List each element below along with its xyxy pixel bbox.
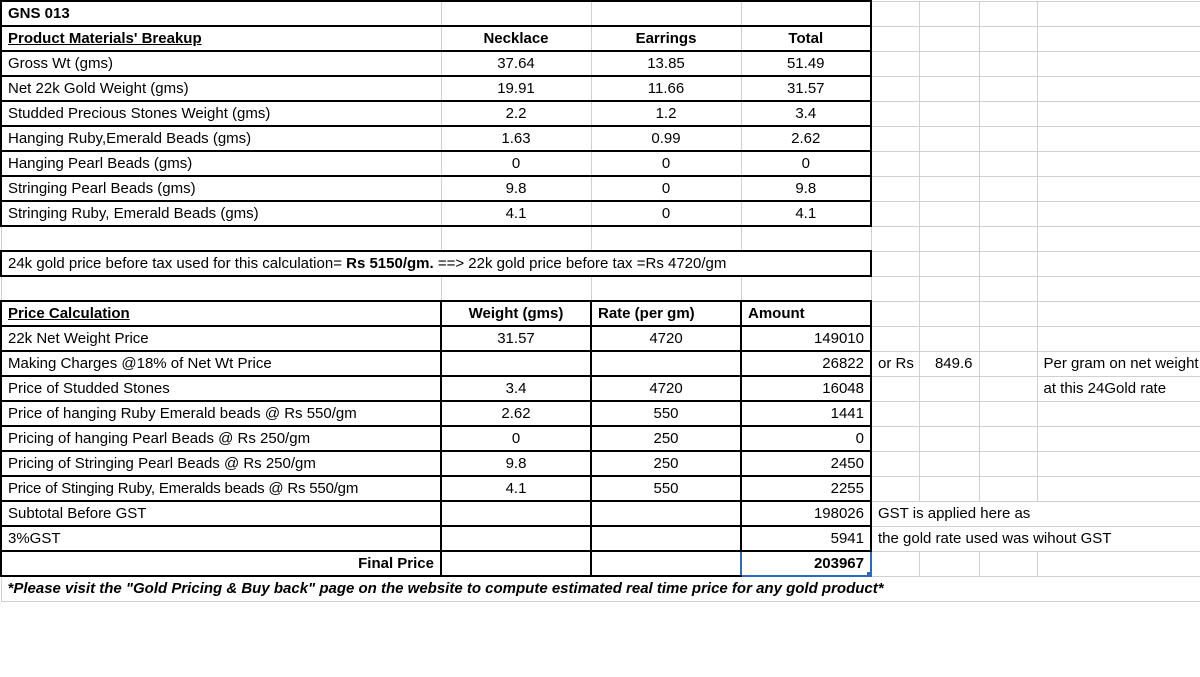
price-rate bbox=[591, 501, 741, 526]
mat-total: 4.1 bbox=[741, 201, 871, 226]
price-weight: 9.8 bbox=[441, 451, 591, 476]
mat-earrings: 0.99 bbox=[591, 126, 741, 151]
col-rate: Rate (per gm) bbox=[591, 301, 741, 326]
price-weight: 4.1 bbox=[441, 476, 591, 501]
mat-label: Hanging Ruby,Emerald Beads (gms) bbox=[1, 126, 441, 151]
price-rate: 4720 bbox=[591, 326, 741, 351]
price-amount: 5941 bbox=[741, 526, 871, 551]
mat-label: Stringing Ruby, Emerald Beads (gms) bbox=[1, 201, 441, 226]
mat-label: Net 22k Gold Weight (gms) bbox=[1, 76, 441, 101]
price-weight: 0 bbox=[441, 426, 591, 451]
price-label: Price of Studded Stones bbox=[1, 376, 441, 401]
price-amount: 149010 bbox=[741, 326, 871, 351]
mat-total: 9.8 bbox=[741, 176, 871, 201]
mat-earrings: 1.2 bbox=[591, 101, 741, 126]
price-rate: 550 bbox=[591, 476, 741, 501]
col-total: Total bbox=[741, 26, 871, 51]
price-rate bbox=[591, 526, 741, 551]
mat-total: 3.4 bbox=[741, 101, 871, 126]
price-weight: 2.62 bbox=[441, 401, 591, 426]
col-weight: Weight (gms) bbox=[441, 301, 591, 326]
mat-total: 51.49 bbox=[741, 51, 871, 76]
price-label: Price of Stinging Ruby, Emeralds beads @… bbox=[1, 476, 441, 501]
mat-label: Gross Wt (gms) bbox=[1, 51, 441, 76]
price-amount: 26822 bbox=[741, 351, 871, 376]
price-label: Price of hanging Ruby Emerald beads @ Rs… bbox=[1, 401, 441, 426]
mat-necklace: 37.64 bbox=[441, 51, 591, 76]
mat-label: Hanging Pearl Beads (gms) bbox=[1, 151, 441, 176]
mat-total: 31.57 bbox=[741, 76, 871, 101]
mat-label: Studded Precious Stones Weight (gms) bbox=[1, 101, 441, 126]
mat-necklace: 0 bbox=[441, 151, 591, 176]
final-price-amount[interactable]: 203967 bbox=[741, 551, 871, 576]
price-amount: 2450 bbox=[741, 451, 871, 476]
note-gst-1: GST is applied here as bbox=[871, 501, 1200, 526]
price-amount: 0 bbox=[741, 426, 871, 451]
price-weight bbox=[441, 526, 591, 551]
mat-earrings: 0 bbox=[591, 151, 741, 176]
mat-label: Stringing Pearl Beads (gms) bbox=[1, 176, 441, 201]
price-calc-heading: Price Calculation bbox=[1, 301, 441, 326]
price-rate: 4720 bbox=[591, 376, 741, 401]
mat-necklace: 9.8 bbox=[441, 176, 591, 201]
note-at-rate: at this 24Gold rate bbox=[1037, 376, 1200, 401]
note-per-gram: Per gram on net weight bbox=[1037, 351, 1200, 376]
price-label: Pricing of Stringing Pearl Beads @ Rs 25… bbox=[1, 451, 441, 476]
price-weight bbox=[441, 501, 591, 526]
page-title: GNS 013 bbox=[1, 1, 441, 26]
gold-note-suffix: ==> 22k gold price before tax =Rs 4720/g… bbox=[434, 255, 727, 272]
col-amount: Amount bbox=[741, 301, 871, 326]
price-rate: 550 bbox=[591, 401, 741, 426]
mat-total: 0 bbox=[741, 151, 871, 176]
price-amount: 16048 bbox=[741, 376, 871, 401]
price-amount: 198026 bbox=[741, 501, 871, 526]
price-rate bbox=[591, 351, 741, 376]
price-label: Making Charges @18% of Net Wt Price bbox=[1, 351, 441, 376]
mat-earrings: 11.66 bbox=[591, 76, 741, 101]
footer-note: *Please visit the "Gold Pricing & Buy ba… bbox=[1, 576, 1200, 601]
price-label: Subtotal Before GST bbox=[1, 501, 441, 526]
price-weight bbox=[441, 351, 591, 376]
price-amount: 2255 bbox=[741, 476, 871, 501]
mat-total: 2.62 bbox=[741, 126, 871, 151]
note-rate-val: 849.6 bbox=[919, 351, 979, 376]
price-label: 3%GST bbox=[1, 526, 441, 551]
mat-necklace: 2.2 bbox=[441, 101, 591, 126]
col-earrings: Earrings bbox=[591, 26, 741, 51]
note-gst-2: the gold rate used was wihout GST bbox=[871, 526, 1200, 551]
mat-necklace: 4.1 bbox=[441, 201, 591, 226]
price-label: Pricing of hanging Pearl Beads @ Rs 250/… bbox=[1, 426, 441, 451]
mat-earrings: 13.85 bbox=[591, 51, 741, 76]
gold-note-prefix: 24k gold price before tax used for this … bbox=[8, 255, 346, 272]
gold-note-24k: Rs 5150/gm. bbox=[346, 255, 434, 272]
price-rate: 250 bbox=[591, 426, 741, 451]
price-weight: 31.57 bbox=[441, 326, 591, 351]
price-amount: 1441 bbox=[741, 401, 871, 426]
spreadsheet-table: GNS 013 Product Materials' Breakup Neckl… bbox=[0, 0, 1200, 602]
price-label: 22k Net Weight Price bbox=[1, 326, 441, 351]
mat-earrings: 0 bbox=[591, 201, 741, 226]
gold-price-note: 24k gold price before tax used for this … bbox=[1, 251, 871, 276]
price-weight: 3.4 bbox=[441, 376, 591, 401]
materials-heading: Product Materials' Breakup bbox=[1, 26, 441, 51]
price-rate: 250 bbox=[591, 451, 741, 476]
col-necklace: Necklace bbox=[441, 26, 591, 51]
mat-necklace: 19.91 bbox=[441, 76, 591, 101]
final-price-label: Final Price bbox=[1, 551, 441, 576]
mat-necklace: 1.63 bbox=[441, 126, 591, 151]
note-or-rs: or Rs bbox=[871, 351, 919, 376]
mat-earrings: 0 bbox=[591, 176, 741, 201]
